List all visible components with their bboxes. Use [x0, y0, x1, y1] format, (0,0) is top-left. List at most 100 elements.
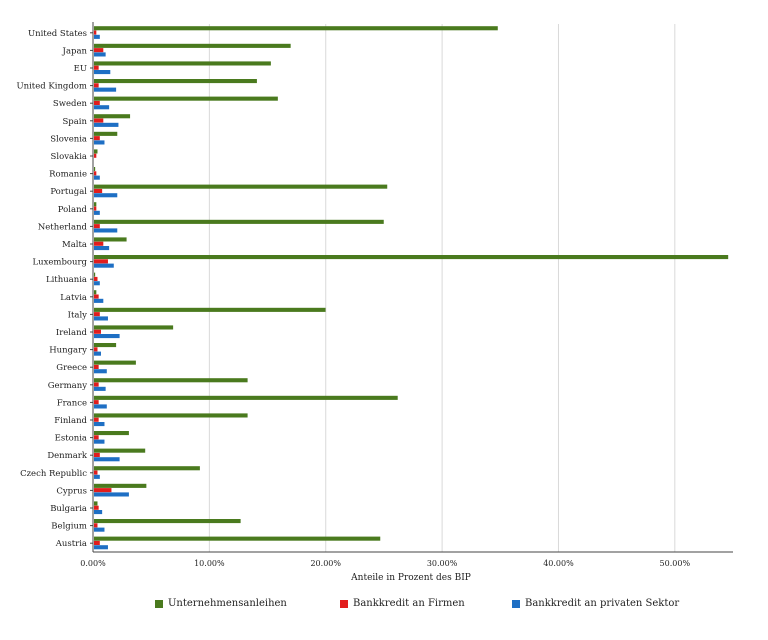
- bar-bankkredit-an-firmen-netherland: [94, 224, 100, 229]
- bar-bankkredit-an-privaten-sektor-czech-republic: [94, 474, 100, 479]
- bar-bankkredit-an-firmen-austria: [94, 540, 100, 545]
- bar-bankkredit-an-firmen-portugal: [94, 188, 103, 193]
- category-label-hungary: Hungary: [49, 346, 87, 356]
- bar-bankkredit-an-privaten-sektor-latvia: [94, 298, 104, 303]
- bar-bankkredit-an-firmen-japan: [94, 48, 104, 53]
- bar-bankkredit-an-privaten-sektor-spain: [94, 122, 119, 127]
- bar-bankkredit-an-privaten-sektor-poland: [94, 210, 100, 215]
- bar-bankkredit-an-privaten-sektor-lithuania: [94, 281, 100, 286]
- category-label-united-states: United States: [28, 29, 87, 39]
- bar-bankkredit-an-privaten-sektor-bulgaria: [94, 510, 103, 515]
- bar-unternehmensanleihen-netherland: [94, 219, 384, 224]
- bar-unternehmensanleihen-belgium: [94, 519, 241, 524]
- bar-bankkredit-an-firmen-luxembourg: [94, 259, 108, 264]
- x-tick-label-4: 40.00%: [543, 559, 574, 568]
- category-label-spain: Spain: [62, 117, 87, 127]
- bar-unternehmensanleihen-latvia: [94, 290, 97, 295]
- category-label-greece: Greece: [56, 363, 87, 373]
- category-label-germany: Germany: [48, 381, 87, 391]
- bar-bankkredit-an-privaten-sektor-greece: [94, 369, 107, 374]
- x-axis-label: Anteile in Prozent des BIP: [350, 573, 471, 583]
- legend-item-bankkredit-an-privaten-sektor: Bankkredit an privaten Sektor: [512, 598, 679, 609]
- bar-bankkredit-an-firmen-czech-republic: [94, 470, 98, 475]
- x-tick-labels: 0.00% 10.00% 20.00% 30.00% 40.00% 50.00%: [80, 559, 690, 568]
- bar-bankkredit-an-privaten-sektor-belgium: [94, 527, 105, 532]
- bar-unternehmensanleihen-spain: [94, 114, 131, 119]
- bar-unternehmensanleihen-czech-republic: [94, 466, 200, 471]
- category-label-italy: Italy: [68, 310, 88, 320]
- gridlines: [208, 24, 676, 552]
- category-label-austria: Austria: [55, 539, 87, 549]
- bar-bankkredit-an-privaten-sektor-ireland: [94, 334, 120, 339]
- bar-bankkredit-an-firmen-sweden: [94, 100, 100, 105]
- bar-unternehmensanleihen-luxembourg: [94, 255, 729, 260]
- category-label-denmark: Denmark: [47, 451, 88, 461]
- bar-unternehmensanleihen-slovakia: [94, 149, 98, 154]
- bar-bankkredit-an-privaten-sektor-portugal: [94, 193, 118, 198]
- bar-bankkredit-an-firmen-slovenia: [94, 136, 100, 141]
- bar-unternehmensanleihen-united-kingdom: [94, 79, 257, 84]
- category-label-poland: Poland: [58, 205, 88, 215]
- bar-bankkredit-an-firmen-belgium: [94, 523, 98, 528]
- bar-bankkredit-an-privaten-sektor-denmark: [94, 457, 120, 462]
- category-label-lithuania: Lithuania: [46, 275, 87, 285]
- legend-label-bankkredit-an-privaten-sektor: Bankkredit an privaten Sektor: [525, 598, 680, 609]
- bar-unternehmensanleihen-cyprus: [94, 483, 147, 488]
- bar-unternehmensanleihen-malta: [94, 237, 127, 242]
- legend-label-bankkredit-an-firmen: Bankkredit an Firmen: [353, 598, 465, 609]
- category-label-estonia: Estonia: [55, 434, 87, 444]
- category-label-portugal: Portugal: [50, 187, 87, 197]
- bar-bankkredit-an-firmen-finland: [94, 417, 99, 422]
- legend-swatch-bankkredit-an-privaten-sektor: [512, 599, 520, 608]
- x-tick-label-3: 30.00%: [427, 559, 458, 568]
- bar-bankkredit-an-firmen-lithuania: [94, 276, 98, 281]
- bar-bankkredit-an-firmen-latvia: [94, 294, 99, 299]
- category-label-latvia: Latvia: [60, 293, 87, 303]
- bar-unternehmensanleihen-romanie: [94, 167, 96, 172]
- category-label-czech-republic: Czech Republic: [20, 469, 87, 479]
- legend-swatch-bankkredit-an-firmen: [340, 599, 348, 608]
- category-label-finland: Finland: [54, 416, 87, 426]
- bar-bankkredit-an-privaten-sektor-eu: [94, 70, 111, 75]
- bar-unternehmensanleihen-poland: [94, 202, 97, 207]
- bar-bankkredit-an-privaten-sektor-germany: [94, 386, 106, 391]
- bar-bankkredit-an-privaten-sektor-united-kingdom: [94, 87, 117, 92]
- category-label-slovakia: Slovakia: [51, 152, 87, 162]
- bar-bankkredit-an-privaten-sektor-japan: [94, 52, 106, 57]
- legend-swatch-unternehmensanleihen: [155, 599, 163, 608]
- bar-bankkredit-an-firmen-denmark: [94, 452, 100, 457]
- x-tick-label-5: 50.00%: [660, 559, 691, 568]
- bar-unternehmensanleihen-lithuania: [94, 272, 96, 277]
- bar-bankkredit-an-firmen-slovakia: [94, 153, 97, 158]
- bar-bankkredit-an-firmen-france: [94, 400, 99, 405]
- bar-bankkredit-an-firmen-estonia: [94, 435, 99, 440]
- bar-bankkredit-an-privaten-sektor-slovenia: [94, 140, 105, 145]
- bar-unternehmensanleihen-germany: [94, 378, 248, 383]
- x-tick-label-1: 10.00%: [194, 559, 225, 568]
- bar-bankkredit-an-privaten-sektor-romanie: [94, 175, 100, 180]
- category-label-eu: EU: [74, 64, 87, 74]
- category-label-ireland: Ireland: [56, 328, 88, 338]
- bar-unternehmensanleihen-greece: [94, 360, 136, 365]
- bar-bankkredit-an-privaten-sektor-netherland: [94, 228, 118, 233]
- category-label-cyprus: Cyprus: [56, 486, 87, 496]
- category-label-luxembourg: Luxembourg: [32, 258, 87, 268]
- bar-bankkredit-an-firmen-bulgaria: [94, 505, 99, 510]
- bar-bankkredit-an-privaten-sektor-cyprus: [94, 492, 129, 497]
- bar-bankkredit-an-firmen-malta: [94, 241, 104, 246]
- bar-bankkredit-an-firmen-united-kingdom: [94, 83, 99, 88]
- category-label-france: France: [57, 398, 87, 408]
- category-label-romanie: Romanie: [49, 170, 87, 180]
- bar-bankkredit-an-privaten-sektor-france: [94, 404, 107, 409]
- bar-bankkredit-an-firmen-united-states: [94, 30, 97, 35]
- bar-bankkredit-an-firmen-eu: [94, 65, 99, 70]
- bar-bankkredit-an-privaten-sektor-united-states: [94, 34, 100, 39]
- bar-unternehmensanleihen-france: [94, 395, 398, 400]
- category-label-sweden: Sweden: [53, 99, 88, 109]
- category-label-malta: Malta: [62, 240, 87, 250]
- bar-unternehmensanleihen-ireland: [94, 325, 174, 330]
- bar-bankkredit-an-firmen-romanie: [94, 171, 97, 176]
- bar-bankkredit-an-firmen-germany: [94, 382, 99, 387]
- bar-unternehmensanleihen-united-states: [94, 26, 498, 31]
